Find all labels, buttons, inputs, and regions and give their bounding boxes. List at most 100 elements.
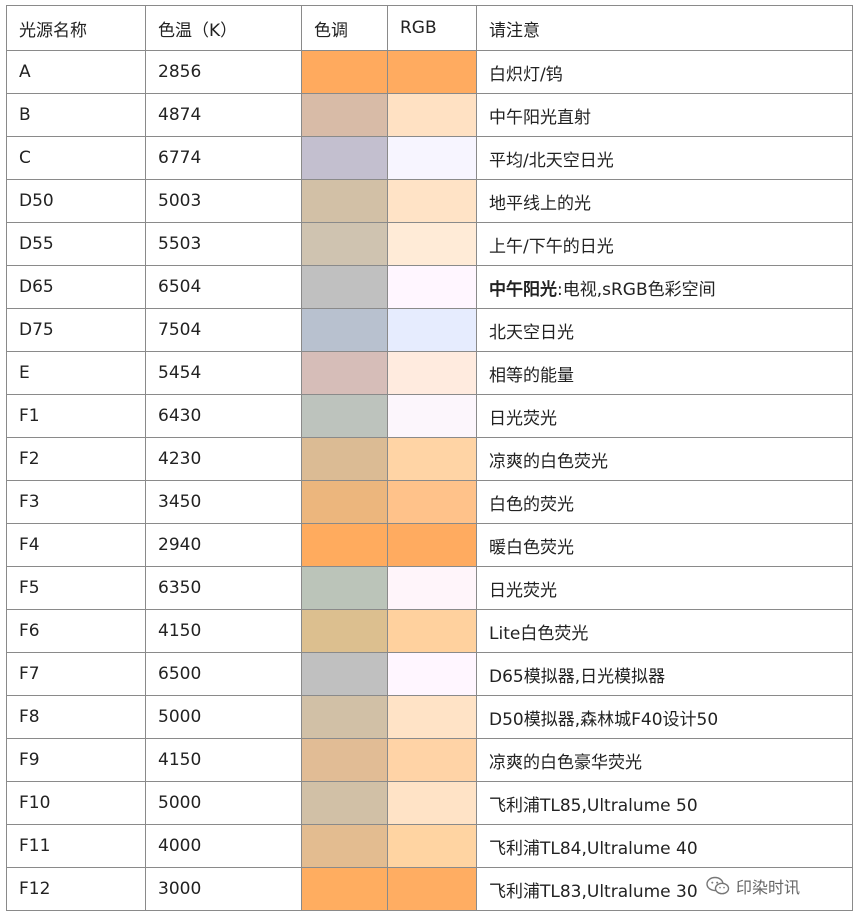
- note-cell: 地平线上的光: [476, 179, 853, 223]
- note-emphasis: 中午阳光: [489, 279, 557, 300]
- note-cell: 白色的荧光: [476, 480, 853, 524]
- tone-swatch: [301, 738, 388, 782]
- watermark-text: 印染时讯: [736, 878, 801, 897]
- watermark: 印染时讯: [706, 874, 800, 898]
- table-row: F8 5000 D50模拟器,森林城F40设计50: [6, 695, 853, 739]
- note-text: 上午/下午的日光: [489, 236, 614, 257]
- rgb-swatch: [387, 738, 477, 782]
- illuminant-name: A: [6, 50, 146, 94]
- note-cell: 飞利浦TL85,Ultralume 50: [476, 781, 853, 825]
- tone-swatch: [301, 222, 388, 266]
- rgb-swatch: [387, 50, 477, 94]
- note-text: 日光荧光: [489, 580, 557, 601]
- rgb-swatch: [387, 308, 477, 352]
- note-cell: 中午阳光:电视,sRGB色彩空间: [476, 265, 853, 309]
- note-cell: 飞利浦TL83,Ultralume 30: [476, 867, 853, 911]
- note-text: 中午阳光直射: [489, 107, 591, 128]
- header-tone: 色调: [301, 5, 388, 51]
- illuminant-name: F11: [6, 824, 146, 868]
- rgb-swatch: [387, 609, 477, 653]
- table-row: D65 6504 中午阳光:电视,sRGB色彩空间: [6, 265, 853, 309]
- note-text: 飞利浦TL83,Ultralume 30: [489, 881, 698, 902]
- illuminant-name: D55: [6, 222, 146, 266]
- tone-swatch: [301, 480, 388, 524]
- rgb-swatch: [387, 867, 477, 911]
- tone-swatch: [301, 93, 388, 137]
- note-text: 相等的能量: [489, 365, 574, 386]
- tone-swatch: [301, 566, 388, 610]
- header-temperature: 色温（K）: [145, 5, 302, 51]
- color-temperature: 5000: [145, 695, 302, 739]
- header-note: 请注意: [476, 5, 853, 51]
- note-cell: 日光荧光: [476, 566, 853, 610]
- illuminant-name: D75: [6, 308, 146, 352]
- rgb-swatch: [387, 136, 477, 180]
- rgb-swatch: [387, 824, 477, 868]
- table-row: D50 5003 地平线上的光: [6, 179, 853, 223]
- note-cell: 凉爽的白色豪华荧光: [476, 738, 853, 782]
- note-cell: 飞利浦TL84,Ultralume 40: [476, 824, 853, 868]
- note-text: 白色的荧光: [489, 494, 574, 515]
- note-text: 白炽灯/钨: [489, 64, 563, 85]
- table-row: F9 4150 凉爽的白色豪华荧光: [6, 738, 853, 782]
- note-cell: 暖白色荧光: [476, 523, 853, 567]
- color-temperature: 4150: [145, 738, 302, 782]
- note-text: Lite白色荧光: [489, 623, 589, 644]
- rgb-swatch: [387, 222, 477, 266]
- illuminant-name: F3: [6, 480, 146, 524]
- illuminant-name: F10: [6, 781, 146, 825]
- table-row: F1 6430 日光荧光: [6, 394, 853, 438]
- tone-swatch: [301, 50, 388, 94]
- illuminant-name: C: [6, 136, 146, 180]
- color-temperature: 5454: [145, 351, 302, 395]
- color-temperature: 2856: [145, 50, 302, 94]
- note-text: D65模拟器,日光模拟器: [489, 666, 666, 687]
- note-text: 飞利浦TL84,Ultralume 40: [489, 838, 698, 859]
- illuminant-name: F4: [6, 523, 146, 567]
- note-text: 凉爽的白色荧光: [489, 451, 608, 472]
- color-temperature: 5503: [145, 222, 302, 266]
- rgb-swatch: [387, 523, 477, 567]
- illuminant-name: F8: [6, 695, 146, 739]
- header-name: 光源名称: [6, 5, 146, 51]
- illuminant-name: F1: [6, 394, 146, 438]
- color-temperature: 3000: [145, 867, 302, 911]
- note-text: D50模拟器,森林城F40设计50: [489, 709, 719, 730]
- rgb-swatch: [387, 566, 477, 610]
- color-temperature: 5003: [145, 179, 302, 223]
- illuminant-name: F5: [6, 566, 146, 610]
- rgb-swatch: [387, 93, 477, 137]
- table-row: F11 4000 飞利浦TL84,Ultralume 40: [6, 824, 853, 868]
- illuminant-name: F7: [6, 652, 146, 696]
- color-temperature: 6504: [145, 265, 302, 309]
- note-cell: 白炽灯/钨: [476, 50, 853, 94]
- table-row: D75 7504 北天空日光: [6, 308, 853, 352]
- header-rgb: RGB: [387, 5, 477, 51]
- note-cell: 北天空日光: [476, 308, 853, 352]
- tone-swatch: [301, 136, 388, 180]
- table-row: F7 6500 D65模拟器,日光模拟器: [6, 652, 853, 696]
- tone-swatch: [301, 609, 388, 653]
- note-text: 暖白色荧光: [489, 537, 574, 558]
- color-temperature: 4150: [145, 609, 302, 653]
- tone-swatch: [301, 867, 388, 911]
- table-row: D55 5503 上午/下午的日光: [6, 222, 853, 266]
- tone-swatch: [301, 824, 388, 868]
- rgb-swatch: [387, 394, 477, 438]
- color-temperature: 4000: [145, 824, 302, 868]
- tone-swatch: [301, 652, 388, 696]
- color-temperature: 5000: [145, 781, 302, 825]
- color-temperature: 6774: [145, 136, 302, 180]
- tone-swatch: [301, 179, 388, 223]
- rgb-swatch: [387, 480, 477, 524]
- tone-swatch: [301, 523, 388, 567]
- illuminant-name: F6: [6, 609, 146, 653]
- table-row: F4 2940 暖白色荧光: [6, 523, 853, 567]
- table-row: C 6774 平均/北天空日光: [6, 136, 853, 180]
- table-row: F5 6350 日光荧光: [6, 566, 853, 610]
- note-cell: D50模拟器,森林城F40设计50: [476, 695, 853, 739]
- tone-swatch: [301, 265, 388, 309]
- color-temperature: 4874: [145, 93, 302, 137]
- header-row: 光源名称 色温（K） 色调 RGB 请注意: [6, 5, 853, 51]
- table-row: F3 3450 白色的荧光: [6, 480, 853, 524]
